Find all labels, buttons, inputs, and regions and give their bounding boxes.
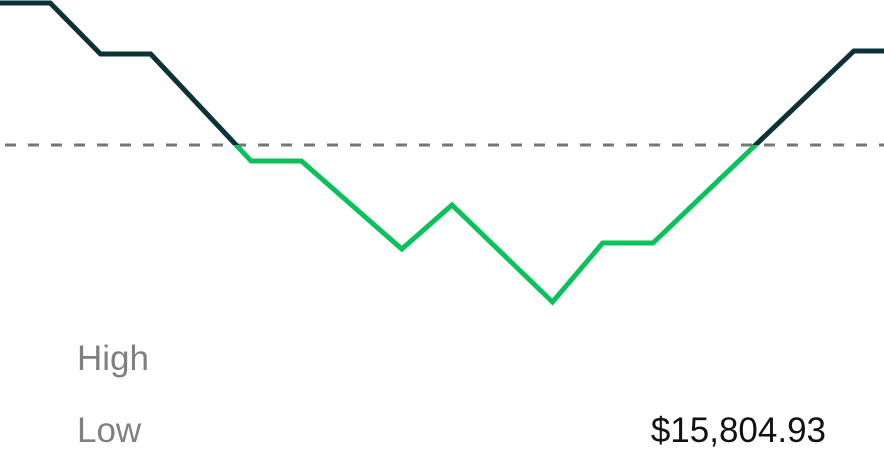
- low-label: Low: [77, 411, 142, 450]
- low-value: $15,804.93: [650, 411, 826, 450]
- series-line-below: [232, 145, 760, 306]
- series-line-above: [0, 0, 884, 145]
- high-label: High: [77, 339, 149, 378]
- price-line-chart: [0, 0, 884, 306]
